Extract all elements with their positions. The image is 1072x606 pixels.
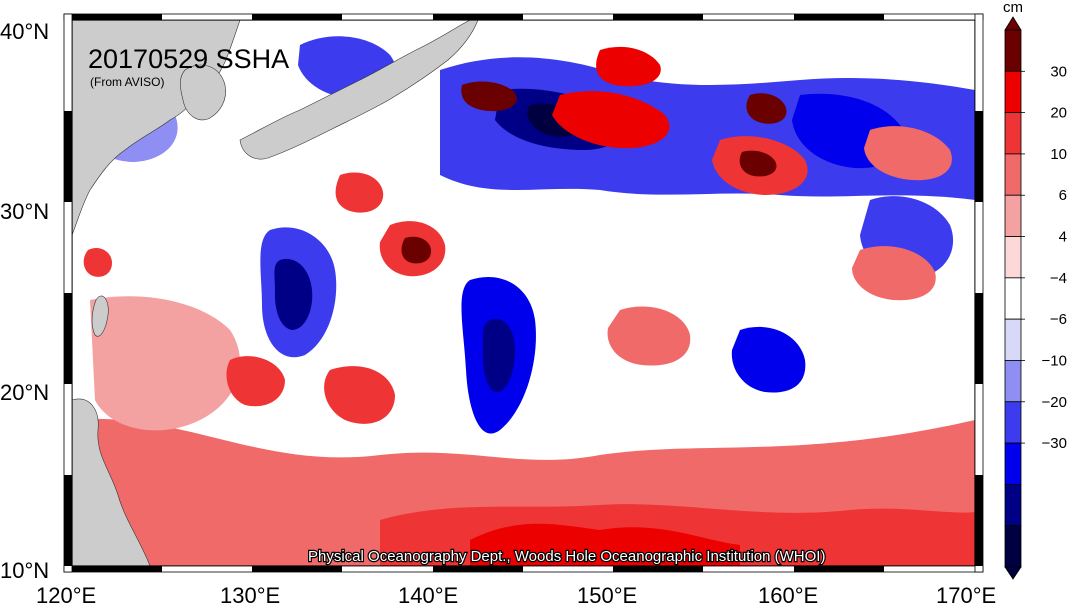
colorbar-segment bbox=[1004, 360, 1022, 403]
anomaly-west-warm-core bbox=[226, 356, 285, 407]
lon-label: 120°E bbox=[36, 583, 96, 606]
ssha-field bbox=[72, 20, 975, 566]
anomaly-ne-red-core bbox=[739, 150, 777, 177]
colorbar-label: 30 bbox=[1050, 63, 1067, 80]
colorbar-segment bbox=[1004, 236, 1022, 279]
credit-label: Physical Oceanography Dept., Woods Hole … bbox=[308, 548, 825, 565]
land-korea bbox=[179, 64, 226, 121]
colorbar-segment bbox=[1004, 318, 1022, 361]
lat-label: 20°N bbox=[0, 380, 49, 405]
land-taiwan bbox=[91, 295, 109, 337]
colorbar-label: −6 bbox=[1050, 311, 1067, 328]
anomaly-north-red bbox=[552, 91, 670, 149]
colorbar-top-arrow bbox=[1004, 16, 1022, 31]
colorbar-label: −20 bbox=[1042, 394, 1067, 411]
colorbar-segment bbox=[1004, 401, 1022, 444]
anomaly-sw-red bbox=[335, 172, 384, 213]
colorbar-label: 4 bbox=[1059, 229, 1067, 246]
anomaly-west-warm-2 bbox=[324, 366, 395, 424]
colorbar: cm 30 20 10 6 4 −4 −6 −10 −20 −30 bbox=[1003, 0, 1067, 580]
lon-label: 150°E bbox=[577, 583, 637, 606]
anomaly-north-red-core bbox=[461, 81, 517, 112]
colorbar-segment bbox=[1004, 442, 1022, 485]
anomaly-mid-blue-core bbox=[482, 319, 515, 393]
lat-label: 10°N bbox=[0, 558, 49, 583]
lat-axis: 40°N 30°N 20°N 10°N bbox=[0, 19, 49, 583]
anomaly-west-warm bbox=[90, 296, 240, 431]
lat-label: 30°N bbox=[0, 199, 49, 224]
anomaly-far-east-red bbox=[864, 126, 952, 181]
colorbar-bottom-arrow bbox=[1004, 566, 1022, 580]
land-japan bbox=[239, 20, 479, 160]
lon-label: 130°E bbox=[220, 583, 280, 606]
colorbar-segment bbox=[1004, 483, 1022, 527]
anomaly-top-red-core bbox=[746, 93, 787, 124]
anomaly-w-red bbox=[83, 247, 112, 277]
colorbar-label: 6 bbox=[1059, 187, 1067, 204]
colorbar-segment bbox=[1004, 153, 1022, 196]
anomaly-center-red-core bbox=[401, 236, 432, 264]
anomaly-top-red bbox=[596, 46, 661, 87]
colorbar-segment bbox=[1004, 112, 1022, 155]
colorbar-segment bbox=[1004, 277, 1022, 320]
anomaly-south-band-core bbox=[470, 523, 740, 566]
anomaly-southeast-blue bbox=[731, 326, 806, 393]
lon-label: 160°E bbox=[758, 583, 818, 606]
source-label: (From AVISO) bbox=[90, 75, 164, 89]
colorbar-segment bbox=[1004, 194, 1022, 237]
anomaly-central-blue-core bbox=[274, 258, 313, 330]
colorbar-label: −10 bbox=[1042, 352, 1067, 369]
lat-label: 40°N bbox=[0, 19, 49, 44]
colorbar-unit: cm bbox=[1003, 0, 1023, 16]
anomaly-east-red-2 bbox=[852, 246, 936, 301]
colorbar-label: −4 bbox=[1050, 270, 1067, 287]
map-border bbox=[63, 13, 984, 573]
lon-label: 140°E bbox=[398, 583, 458, 606]
anomaly-east-red bbox=[607, 306, 691, 366]
colorbar-segment bbox=[1004, 525, 1022, 568]
land-philippines bbox=[72, 398, 151, 566]
colorbar-segment bbox=[1004, 70, 1022, 114]
lon-axis: 120°E 130°E 140°E 150°E 160°E 170°E bbox=[36, 583, 996, 606]
colorbar-label: −30 bbox=[1042, 435, 1067, 452]
lon-label: 170°E bbox=[936, 583, 996, 606]
colorbar-label: 10 bbox=[1050, 146, 1067, 163]
map-title: 20170529 SSHA bbox=[88, 44, 289, 74]
colorbar-segment bbox=[1004, 29, 1022, 72]
colorbar-label: 20 bbox=[1050, 105, 1067, 122]
